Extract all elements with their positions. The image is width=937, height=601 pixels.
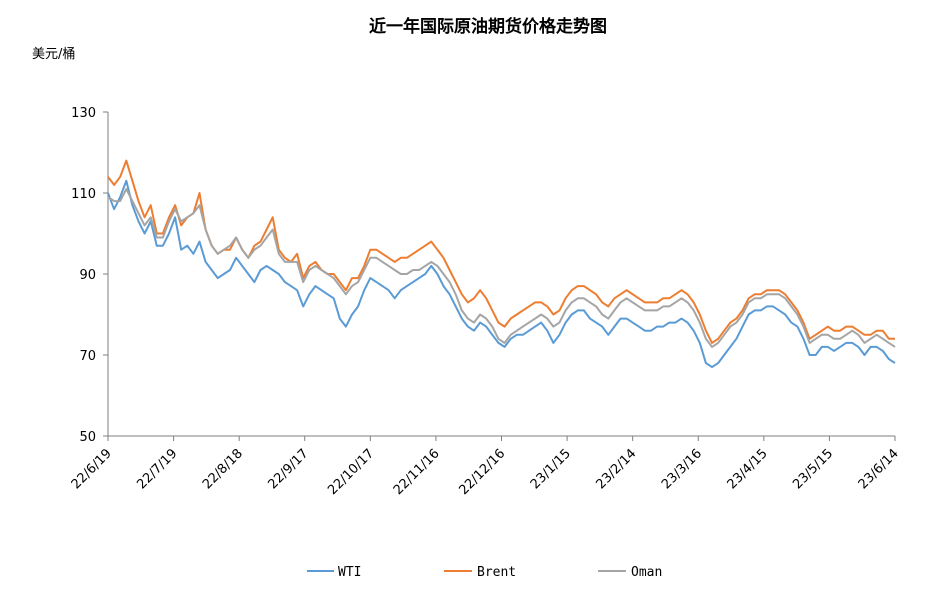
series-lines — [107, 159, 896, 369]
x-tick-label: 22/7/19 — [134, 446, 180, 492]
legend-label-brent: Brent — [477, 565, 516, 580]
y-axis: 50 70 90 110 130 — [71, 106, 109, 445]
x-tick-label: 22/9/17 — [266, 446, 312, 492]
legend-item-wti[interactable]: WTI — [307, 565, 361, 580]
x-tick-label: 23/3/16 — [659, 446, 705, 492]
series-line-oman — [107, 188, 896, 348]
y-tick-label: 130 — [71, 106, 96, 121]
x-axis: 22/6/19 22/7/19 22/8/18 22/9/17 22/10/17 22/1… — [69, 435, 902, 498]
legend-label-wti: WTI — [338, 565, 361, 580]
legend-item-brent[interactable]: Brent — [444, 565, 516, 580]
x-tick-label: 23/5/15 — [790, 446, 836, 492]
x-tick-label: 22/8/18 — [200, 446, 246, 492]
x-tick-label: 22/6/19 — [69, 446, 115, 492]
x-tick-label: 22/12/16 — [456, 446, 508, 498]
legend-label-oman: Oman — [631, 565, 662, 580]
series-line-brent — [107, 159, 895, 344]
x-tick-label: 22/11/16 — [391, 446, 443, 498]
x-tick-label: 23/4/15 — [725, 446, 771, 492]
y-axis-unit-label: 美元/桶 — [32, 47, 75, 62]
y-tick-label: 50 — [79, 430, 96, 445]
x-tick-label: 23/2/14 — [593, 446, 639, 492]
chart-title: 近一年国际原油期货价格走势图 — [369, 16, 607, 37]
y-tick-label: 110 — [71, 187, 96, 202]
y-tick-label: 90 — [79, 268, 96, 283]
x-tick-label: 23/6/14 — [856, 446, 902, 492]
legend-item-oman[interactable]: Oman — [598, 565, 662, 580]
x-tick-label: 22/10/17 — [325, 446, 377, 498]
y-tick-label: 70 — [79, 349, 96, 364]
x-tick-label: 23/1/15 — [528, 446, 574, 492]
series-line-wti — [107, 179, 896, 369]
legend: WTI Brent Oman — [307, 565, 662, 580]
